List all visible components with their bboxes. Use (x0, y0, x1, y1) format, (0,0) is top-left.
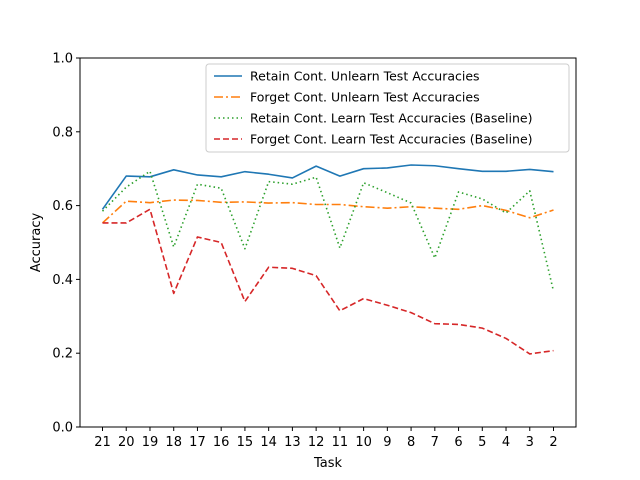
series-line-4 (102, 208, 554, 355)
series-layer (101, 164, 555, 355)
y-axis-ticks: 0.0 0.2 0.4 0.6 0.8 1.0 (52, 52, 80, 436)
y-tick-label: 0.6 (52, 199, 73, 214)
x-axis-label: Task (313, 456, 343, 471)
x-tick-label: 7 (431, 435, 439, 450)
legend-box (205, 63, 570, 153)
y-axis-label: Accuracy (29, 213, 44, 273)
x-tick-label: 13 (284, 435, 301, 450)
legend-label-4: Forget Cont. Learn Test Accuracies (Base… (250, 132, 533, 147)
y-tick-label: 0.4 (52, 273, 73, 288)
series-line-1 (101, 164, 554, 210)
x-tick-label: 16 (213, 435, 230, 450)
x-tick-label: 18 (165, 435, 182, 450)
series-line-3 (101, 170, 555, 292)
x-tick-label: 8 (407, 435, 415, 450)
y-tick-label: 0.0 (52, 421, 73, 436)
x-tick-label: 14 (260, 435, 277, 450)
legend-label-1: Retain Cont. Unlearn Test Accuracies (250, 69, 480, 84)
x-tick-label: 10 (355, 435, 372, 450)
legend: Retain Cont. Unlearn Test Accuracies Forg… (205, 63, 570, 153)
series-line-2 (101, 199, 554, 224)
x-tick-label: 20 (118, 435, 135, 450)
x-tick-label: 15 (237, 435, 254, 450)
x-axis-ticks: 21 20 19 18 17 16 15 14 13 12 11 10 9 8 7 6 5 4 3 2 (94, 427, 558, 450)
y-tick-label: 1.0 (52, 52, 73, 67)
legend-label-2: Forget Cont. Unlearn Test Accuracies (250, 90, 480, 105)
plot-frame (79, 57, 577, 428)
y-tick-label: 0.8 (52, 125, 73, 140)
y-tick-label: 0.2 (52, 347, 73, 362)
x-tick-label: 3 (526, 435, 534, 450)
x-tick-label: 11 (332, 435, 349, 450)
legend-label-3: Retain Cont. Learn Test Accuracies (Base… (250, 111, 532, 126)
x-tick-label: 5 (478, 435, 486, 450)
x-tick-label: 9 (383, 435, 391, 450)
x-tick-label: 2 (549, 435, 557, 450)
x-tick-label: 6 (454, 435, 462, 450)
x-tick-label: 19 (142, 435, 159, 450)
x-tick-label: 17 (189, 435, 206, 450)
x-tick-label: 4 (502, 435, 510, 450)
x-tick-label: 21 (94, 435, 111, 450)
x-tick-label: 12 (308, 435, 325, 450)
